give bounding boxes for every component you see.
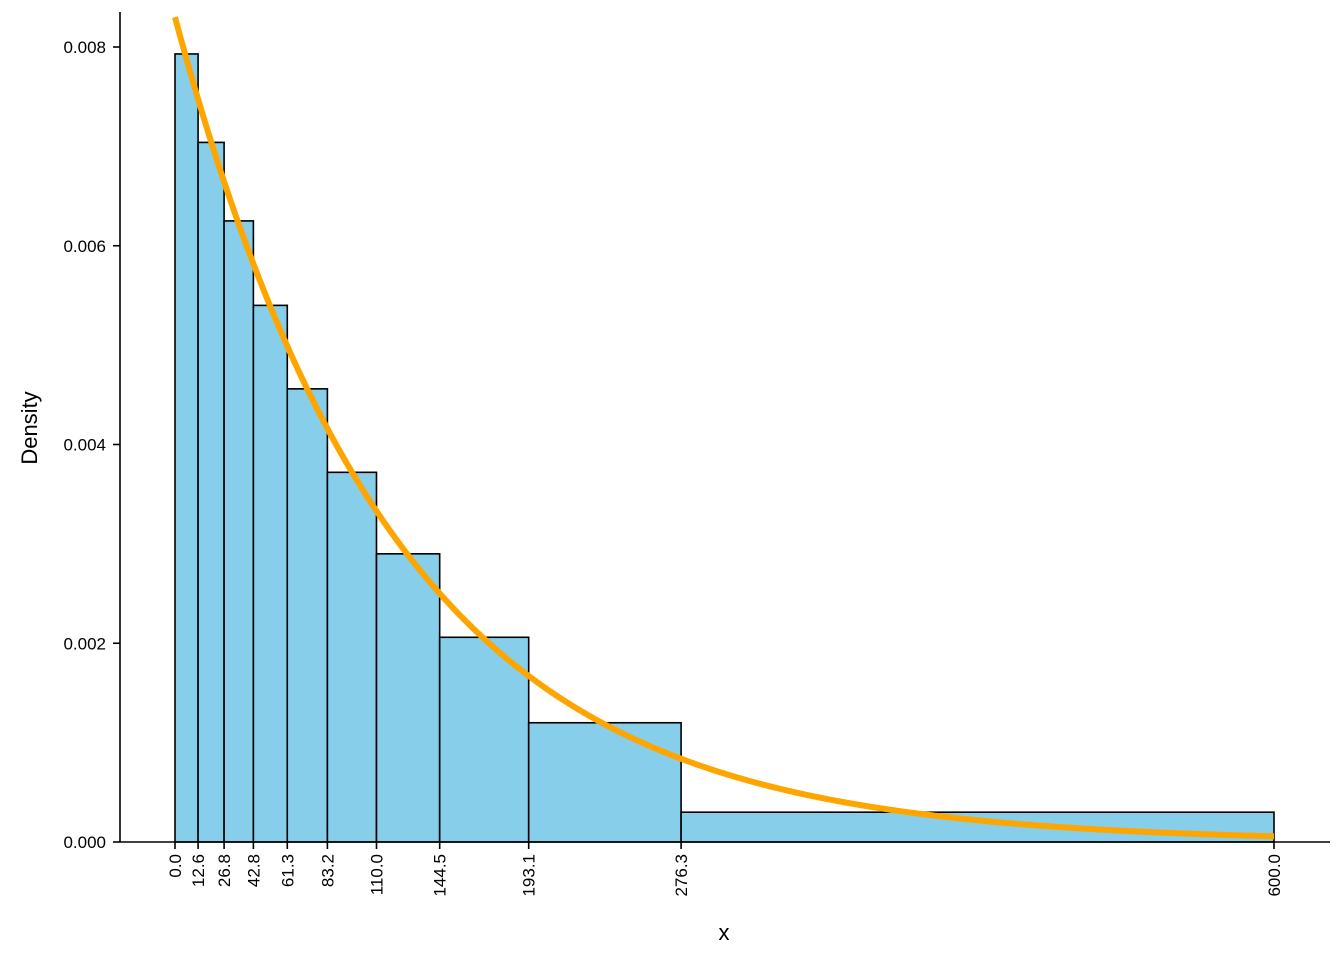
histogram-bar [527, 721, 682, 843]
x-tick-label: 110.0 [367, 854, 386, 895]
density-curve-layer [172, 16, 1276, 840]
histogram-bar [174, 53, 199, 843]
y-tick-label: 0.004 [63, 436, 106, 455]
x-tick-label: 276.3 [672, 854, 691, 897]
y-tick-label: 0.008 [63, 38, 106, 57]
histogram-bars [174, 53, 1275, 843]
histogram-bar [197, 141, 225, 843]
x-tick-label: 26.8 [215, 854, 234, 887]
histogram-bar [252, 304, 289, 843]
y-tick-label: 0.006 [63, 237, 106, 256]
histogram-bar [680, 811, 1275, 843]
histogram-bar [223, 220, 255, 843]
axes: 0.000 0.002 0.004 0.006 0.008 0.0 12.6 26.8 42.8… [63, 12, 1330, 897]
x-axis-title: x [719, 920, 730, 945]
y-axis-title: Density [17, 391, 42, 464]
x-tick-label: 83.2 [318, 854, 337, 887]
x-tick-label: 12.6 [189, 854, 208, 887]
x-tick-label: 193.1 [520, 854, 539, 897]
y-tick-label: 0.000 [63, 833, 106, 852]
x-tick-label: 144.5 [431, 854, 450, 897]
x-tick-label: 61.3 [278, 854, 297, 887]
x-tick-label: 600.0 [1265, 854, 1284, 897]
histogram-bar [438, 636, 530, 843]
histogram-bar [326, 471, 378, 843]
histogram-bar [286, 388, 329, 843]
y-tick-label: 0.002 [63, 634, 106, 653]
x-tick-label: 42.8 [244, 854, 263, 887]
x-tick-label: 0.0 [166, 854, 185, 878]
density-curve [172, 16, 1276, 840]
histogram-bar [375, 553, 441, 843]
